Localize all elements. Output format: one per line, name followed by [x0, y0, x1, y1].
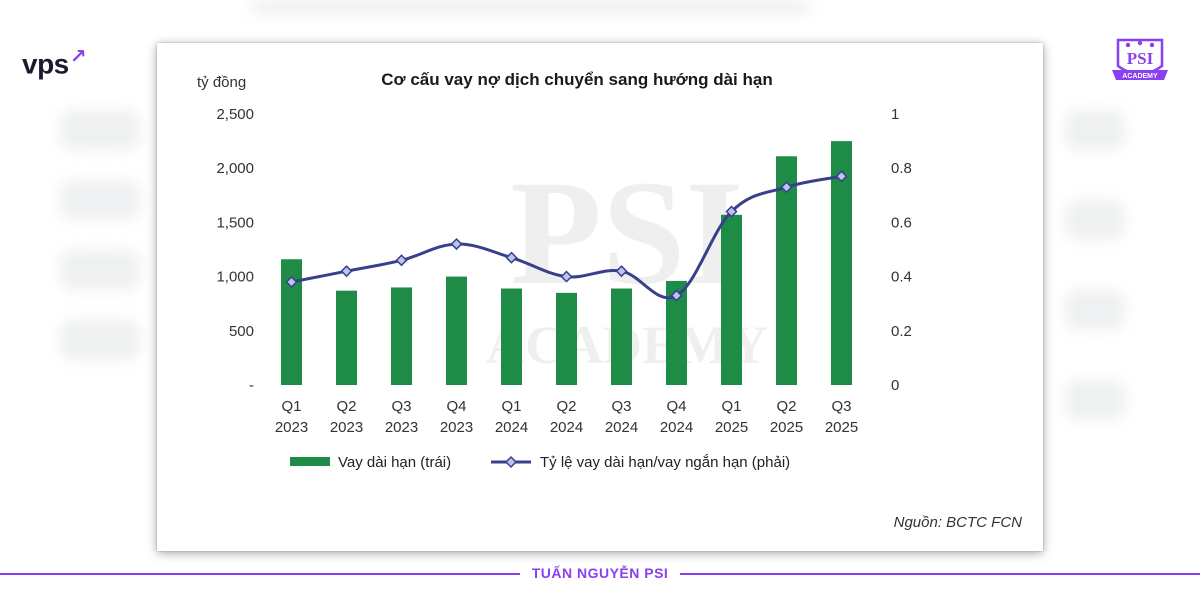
source-note: Nguồn: BCTC FCN — [894, 514, 1023, 531]
x-tick-label: 2023 — [330, 419, 363, 436]
x-tick-label: Q1 — [281, 398, 301, 415]
line-point — [725, 205, 738, 218]
x-tick-label: Q1 — [721, 398, 741, 415]
x-tick-label: Q2 — [556, 398, 576, 415]
right-tick-label: 1 — [891, 106, 899, 123]
left-tick-label: - — [249, 377, 254, 394]
x-tick-label: 2023 — [440, 419, 473, 436]
svg-text:PSI: PSI — [510, 150, 743, 316]
legend-bar-swatch — [290, 457, 330, 466]
bar — [831, 141, 852, 385]
bar — [556, 292, 577, 385]
left-tick-label: 2,500 — [216, 106, 254, 123]
right-axis-ticks: 0 0.2 0.4 0.6 0.8 1 — [891, 106, 912, 394]
right-tick-label: 0.6 — [891, 214, 912, 231]
x-tick-label: Q4 — [446, 398, 466, 415]
x-tick-label: 2025 — [825, 419, 858, 436]
legend-line-marker — [504, 455, 518, 469]
legend-bar-label: Vay dài hạn (trái) — [338, 454, 451, 471]
left-axis-ticks: - 500 1,000 1,500 2,000 2,500 — [216, 106, 254, 394]
right-tick-label: 0.4 — [891, 269, 912, 286]
footer-line-left — [0, 573, 520, 575]
legend: Vay dài hạn (trái) Tỷ lệ vay dài hạn/vay … — [290, 454, 790, 471]
x-tick-label: 2023 — [275, 419, 308, 436]
x-tick-label: Q3 — [611, 398, 631, 415]
x-tick-label: Q3 — [391, 398, 411, 415]
brand-name: vps — [22, 48, 69, 80]
right-tick-label: 0.2 — [891, 323, 912, 340]
vps-logo: vps↗ — [22, 44, 87, 80]
left-tick-label: 2,000 — [216, 160, 254, 177]
left-tick-label: 1,000 — [216, 269, 254, 286]
bar — [611, 288, 632, 385]
bar — [666, 280, 687, 385]
psi-logo-subtitle: ACADEMY — [1122, 73, 1158, 80]
bar — [336, 290, 357, 385]
left-tick-label: 500 — [229, 323, 254, 340]
x-tick-label: 2024 — [495, 419, 528, 436]
line-point — [615, 265, 628, 278]
left-tick-label: 1,500 — [216, 214, 254, 231]
line-point — [505, 251, 518, 264]
x-tick-label: 2025 — [770, 419, 803, 436]
x-axis-labels: Q1 2023 Q2 2023 Q3 2023 Q4 2023 Q1 2024 Q2 2024 Q3 20… — [275, 398, 858, 436]
left-axis-unit: tỷ đồng — [197, 74, 246, 91]
x-tick-label: Q2 — [776, 398, 796, 415]
line-point — [560, 270, 573, 283]
chart-card: PSI ACADEMY Cơ cấu vay nợ dịch chuyển sa… — [157, 43, 1043, 551]
psi-logo-title: PSI — [1127, 49, 1154, 68]
x-tick-label: Q1 — [501, 398, 521, 415]
line-point — [340, 265, 353, 278]
chart-title: Cơ cấu vay nợ dịch chuyển sang hướng dài… — [381, 70, 772, 89]
right-tick-label: 0 — [891, 377, 899, 394]
footer-line-right — [680, 573, 1200, 575]
bar — [281, 259, 302, 385]
line-point — [450, 238, 463, 251]
x-tick-label: Q4 — [666, 398, 686, 415]
legend-line-label: Tỷ lệ vay dài hạn/vay ngắn hạn (phải) — [540, 454, 790, 471]
psi-academy-logo: PSI ACADEMY — [1112, 38, 1168, 80]
bar — [776, 156, 797, 385]
x-tick-label: Q3 — [831, 398, 851, 415]
line-point — [780, 181, 793, 194]
bar — [721, 214, 742, 385]
line-point — [285, 275, 298, 289]
bar — [446, 276, 467, 385]
bar — [391, 287, 412, 385]
x-tick-label: 2025 — [715, 419, 748, 436]
chart: PSI ACADEMY Cơ cấu vay nợ dịch chuyển sa… — [197, 70, 1023, 531]
x-tick-label: Q2 — [336, 398, 356, 415]
x-tick-label: 2024 — [605, 419, 638, 436]
x-tick-label: 2024 — [660, 419, 693, 436]
x-tick-label: 2024 — [550, 419, 583, 436]
line-point — [395, 254, 408, 267]
ratio-line — [291, 174, 842, 300]
bar — [501, 288, 522, 385]
line-series — [285, 170, 848, 302]
line-point — [670, 289, 683, 302]
line-point — [835, 170, 848, 183]
right-tick-label: 0.8 — [891, 160, 912, 177]
footer-credit: TUẤN NGUYỄN PSI — [0, 565, 1200, 581]
bar-series — [281, 141, 852, 385]
footer-text: TUẤN NGUYỄN PSI — [519, 565, 681, 581]
x-tick-label: 2023 — [385, 419, 418, 436]
brand-mark-icon: ↗ — [69, 46, 87, 68]
